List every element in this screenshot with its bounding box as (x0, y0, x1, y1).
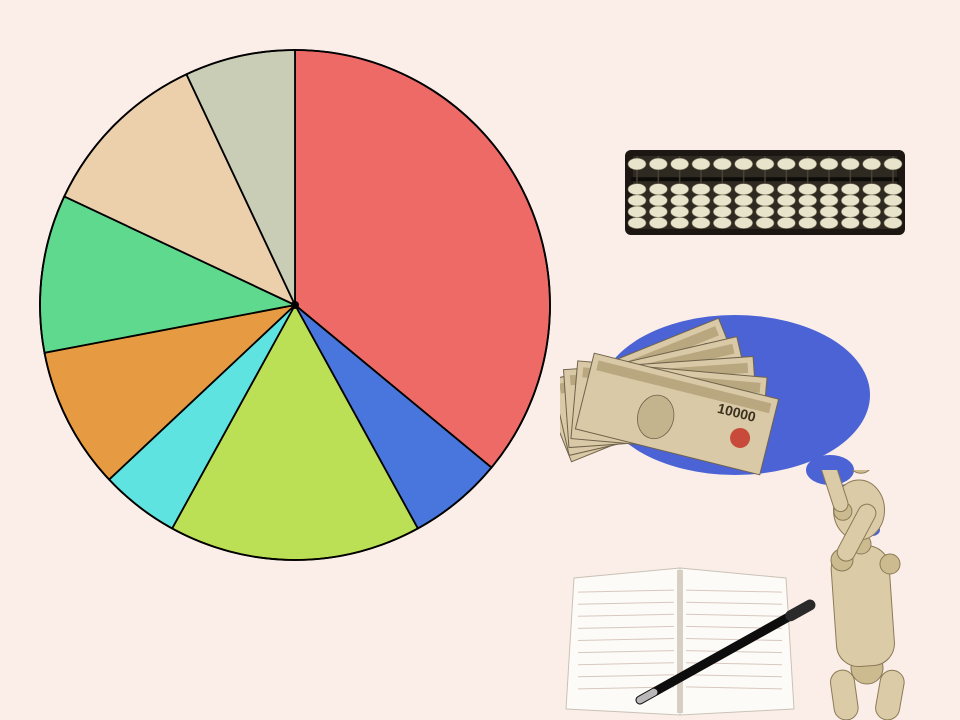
abacus-illustration (615, 140, 915, 245)
infographic-stage: { "canvas": { "width": 960, "height": 72… (0, 0, 960, 720)
pie-chart (35, 45, 555, 565)
mannequin-figure (790, 470, 960, 720)
